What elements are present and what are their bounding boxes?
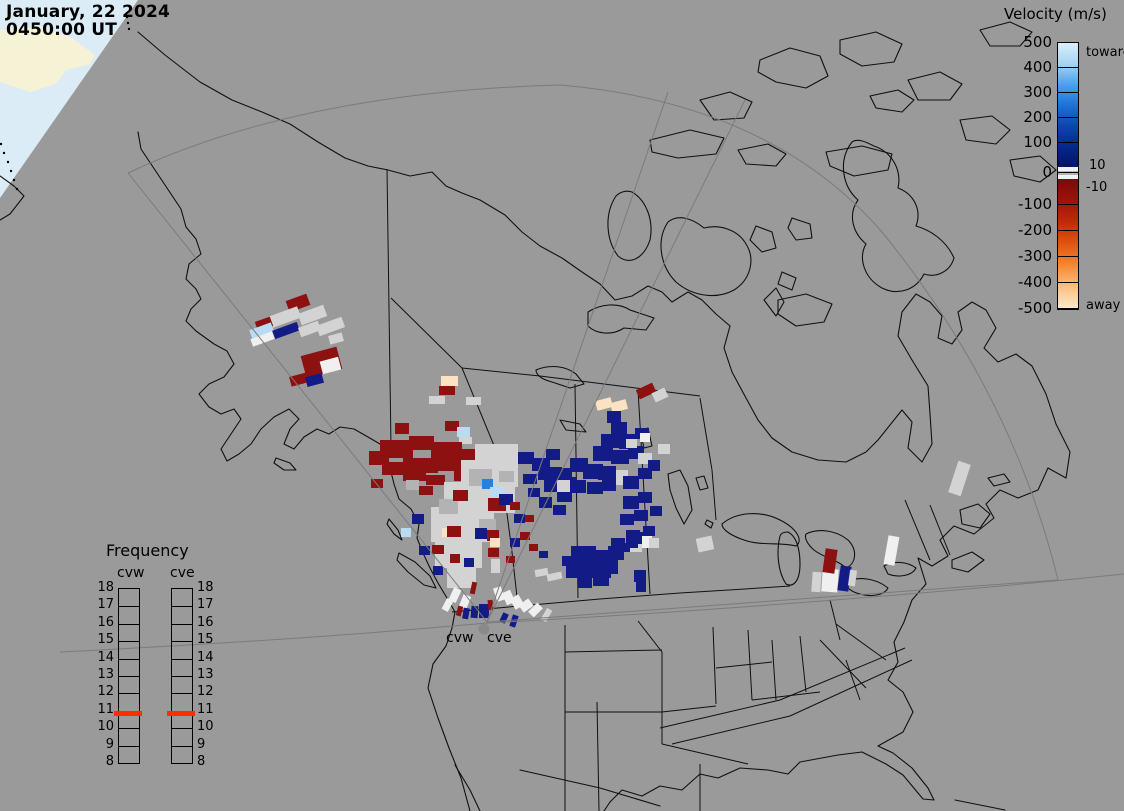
frequency-tick-label: 16	[197, 615, 214, 630]
frequency-tick-label: 14	[197, 650, 214, 665]
velocity-tick-label: -200	[1017, 221, 1052, 239]
frequency-tick-mark	[172, 624, 192, 625]
frequency-tick-mark	[172, 728, 192, 729]
velocity-ground-band	[1058, 167, 1078, 171]
frequency-tick-mark	[119, 693, 139, 694]
timestamp-time: 0450:00 UT	[6, 20, 118, 40]
frequency-tick-label: 10	[197, 719, 214, 734]
frequency-column-label-cvw: cvw	[117, 565, 145, 581]
velocity-tick-mark	[1057, 256, 1079, 257]
frequency-current-marker	[114, 711, 142, 716]
frequency-tick-mark	[119, 606, 139, 607]
frequency-tick-label: 16	[97, 615, 114, 630]
frequency-tick-mark	[119, 641, 139, 642]
frequency-tick-label: 12	[97, 684, 114, 699]
velocity-colorbar-away-segment	[1058, 179, 1078, 309]
frequency-tick-mark	[119, 624, 139, 625]
velocity-tick-mark	[1057, 142, 1079, 143]
frequency-tick-mark	[119, 746, 139, 747]
velocity-ground-band	[1058, 171, 1078, 175]
velocity-tick-mark	[1057, 42, 1079, 43]
velocity-tick-mark	[1057, 282, 1079, 283]
velocity-tick-mark	[1057, 308, 1079, 309]
frequency-tick-label: 12	[197, 684, 214, 699]
frequency-tick-label: 13	[97, 667, 114, 682]
frequency-tick-label: 8	[105, 754, 114, 769]
velocity-tick-label: 500	[1023, 33, 1052, 51]
velocity-tick-label: -100	[1017, 195, 1052, 213]
velocity-tick-label: -300	[1017, 247, 1052, 265]
frequency-tick-mark	[172, 676, 192, 677]
velocity-tick-label: 100	[1023, 133, 1052, 151]
threshold-positive-label: 10	[1089, 158, 1106, 173]
frequency-bar-cvw	[118, 588, 140, 764]
frequency-column-label-cve: cve	[170, 565, 195, 581]
frequency-tick-label: 18	[197, 580, 214, 595]
velocity-tick-label: 0	[1042, 163, 1052, 181]
velocity-tick-mark	[1057, 230, 1079, 231]
threshold-negative-label: -10	[1086, 180, 1108, 195]
frequency-tick-label: 18	[97, 580, 114, 595]
velocity-tick-mark	[1057, 204, 1079, 205]
frequency-tick-label: 11	[197, 702, 214, 717]
frequency-legend-title: Frequency	[106, 541, 189, 560]
velocity-tick-label: 200	[1023, 108, 1052, 126]
frequency-tick-label: 10	[97, 719, 114, 734]
velocity-legend-title: Velocity (m/s)	[1004, 5, 1107, 23]
velocity-tick-label: 300	[1023, 83, 1052, 101]
frequency-tick-mark	[119, 728, 139, 729]
frequency-tick-label: 8	[197, 754, 206, 769]
radar-label-cvw: cvw	[446, 630, 474, 646]
frequency-tick-label: 11	[97, 702, 114, 717]
frequency-tick-label: 14	[97, 650, 114, 665]
frequency-tick-mark	[172, 606, 192, 607]
toward-label: toward	[1086, 45, 1124, 60]
velocity-tick-mark	[1057, 92, 1079, 93]
frequency-tick-mark	[119, 676, 139, 677]
frequency-tick-mark	[172, 746, 192, 747]
frequency-tick-mark	[172, 641, 192, 642]
away-label: away	[1086, 298, 1121, 313]
timestamp-date: January, 22 2024	[6, 2, 171, 22]
frequency-tick-label: 15	[97, 632, 114, 647]
frequency-tick-label: 9	[197, 737, 206, 752]
velocity-tick-mark	[1057, 67, 1079, 68]
frequency-tick-label: 9	[105, 737, 114, 752]
frequency-tick-label: 13	[197, 667, 214, 682]
velocity-tick-label: 400	[1023, 58, 1052, 76]
frequency-tick-mark	[119, 659, 139, 660]
frequency-tick-label: 17	[97, 597, 114, 612]
velocity-tick-mark	[1057, 172, 1079, 173]
frequency-tick-label: 15	[197, 632, 214, 647]
velocity-ground-band	[1058, 175, 1078, 179]
velocity-colorbar	[1057, 42, 1079, 310]
velocity-colorbar-toward-segment	[1058, 43, 1078, 167]
frequency-current-marker	[167, 711, 195, 716]
velocity-tick-label: -400	[1017, 273, 1052, 291]
velocity-tick-mark	[1057, 117, 1079, 118]
radar-label-cve: cve	[487, 630, 512, 646]
frequency-tick-mark	[172, 659, 192, 660]
frequency-bar-cve	[171, 588, 193, 764]
frequency-tick-label: 17	[197, 597, 214, 612]
velocity-tick-label: -500	[1017, 299, 1052, 317]
corner-land-area	[0, 27, 95, 92]
frequency-tick-mark	[172, 693, 192, 694]
